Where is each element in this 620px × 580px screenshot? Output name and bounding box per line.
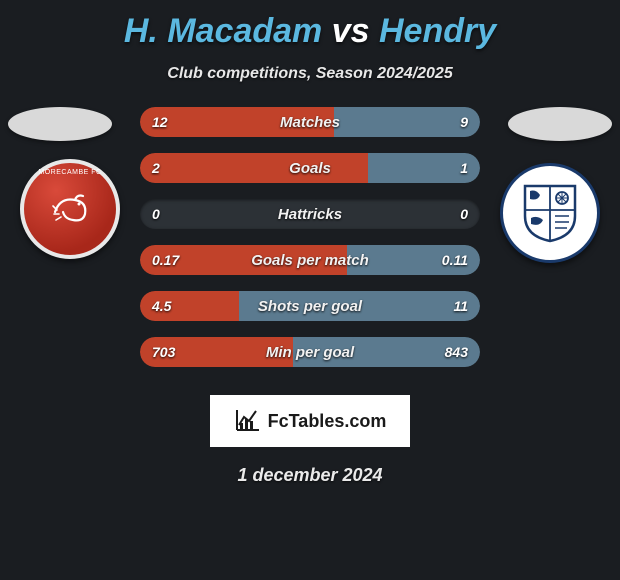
player2-avatar-placeholder xyxy=(508,107,612,141)
stat-bar-hattricks: Hattricks0 0 xyxy=(140,199,480,229)
stat-bar-goals: Goals2 1 xyxy=(140,153,480,183)
bar-label: Hattricks xyxy=(140,199,480,229)
bar-value-left: 0.17 xyxy=(152,245,179,275)
bar-value-right: 1 xyxy=(460,153,468,183)
bar-label: Shots per goal xyxy=(140,291,480,321)
stat-bars: Matches12 9 Goals2 1 Hattricks0 0 Goals per ma… xyxy=(140,107,480,383)
stat-bar-min-per-goal: Min per goal703 843 xyxy=(140,337,480,367)
bar-value-right: 0 xyxy=(460,199,468,229)
stat-bar-goals-per-match: Goals per match0.17 0.11 xyxy=(140,245,480,275)
bar-value-left: 703 xyxy=(152,337,175,367)
club-left-name: MORECAMBE FC xyxy=(24,169,116,176)
bar-label: Goals xyxy=(140,153,480,183)
club-badge-left: MORECAMBE FC xyxy=(20,159,120,259)
footer-brand-box: FcTables.com xyxy=(210,395,410,447)
bar-value-right: 11 xyxy=(453,291,468,321)
shrimp-icon xyxy=(45,182,95,237)
bar-value-left: 2 xyxy=(152,153,160,183)
subtitle: Club competitions, Season 2024/2025 xyxy=(0,65,620,83)
club-badge-right xyxy=(500,163,600,263)
bar-value-left: 0 xyxy=(152,199,160,229)
player1-avatar-placeholder xyxy=(8,107,112,141)
chart-icon xyxy=(234,405,262,438)
bar-value-right: 0.11 xyxy=(442,245,468,275)
bar-value-left: 12 xyxy=(152,107,168,137)
bar-label: Goals per match xyxy=(140,245,480,275)
lion-crest-icon xyxy=(515,176,585,251)
stat-bar-matches: Matches12 9 xyxy=(140,107,480,137)
footer-brand-text: FcTables.com xyxy=(268,411,387,432)
bar-value-right: 9 xyxy=(460,107,468,137)
player1-name: H. Macadam xyxy=(124,12,322,50)
date-text: 1 december 2024 xyxy=(0,465,620,486)
comparison-body: MORECAMBE FC Matches129Goals21Hattricks0… xyxy=(0,107,620,387)
bar-value-right: 843 xyxy=(445,337,468,367)
stat-bar-shots-per-goal: Shots per goal4.5 11 xyxy=(140,291,480,321)
bar-label: Min per goal xyxy=(140,337,480,367)
bar-value-left: 4.5 xyxy=(152,291,171,321)
player2-name: Hendry xyxy=(379,12,496,50)
title-vs: vs xyxy=(332,12,370,50)
comparison-title: H. Macadam vs Hendry xyxy=(0,0,620,51)
bar-label: Matches xyxy=(140,107,480,137)
